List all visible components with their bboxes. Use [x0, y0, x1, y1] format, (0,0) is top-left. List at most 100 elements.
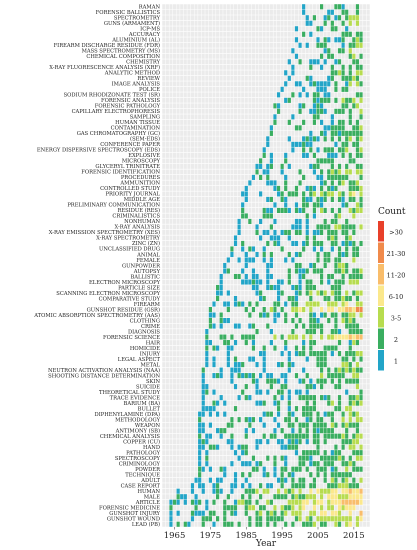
y-tick-label: CHEMICAL COMPOSITION — [86, 54, 160, 60]
heatmap-cell — [341, 108, 345, 114]
heatmap-cell — [262, 312, 266, 318]
heatmap-cell — [251, 356, 256, 362]
heatmap-cell — [319, 180, 324, 186]
heatmap-cell — [262, 367, 266, 373]
heatmap-cell — [352, 130, 356, 136]
heatmap-cell — [276, 290, 281, 296]
heatmap-cell — [334, 70, 338, 76]
heatmap-cell — [287, 422, 291, 428]
heatmap-cell — [319, 516, 324, 522]
heatmap-cell — [352, 395, 356, 401]
heatmap-cell — [323, 130, 327, 136]
heatmap-cell — [280, 306, 284, 313]
heatmap-cell — [352, 141, 356, 147]
heatmap-cell — [323, 136, 327, 142]
heatmap-cell — [348, 207, 352, 213]
heatmap-cell — [355, 306, 360, 313]
heatmap-cell — [319, 510, 324, 516]
heatmap-cell — [334, 218, 338, 225]
heatmap-cell — [230, 461, 234, 467]
heatmap-cell — [312, 169, 317, 175]
heatmap-cell — [327, 97, 331, 103]
heatmap-cell — [241, 207, 245, 213]
heatmap-cell — [302, 86, 306, 92]
heatmap-cell — [341, 251, 345, 258]
heatmap-cell — [319, 185, 324, 191]
heatmap-cell — [309, 323, 313, 329]
heatmap-cell — [327, 334, 331, 340]
heatmap-cell — [287, 97, 291, 103]
heatmap-cell — [305, 229, 309, 236]
heatmap-cell — [312, 450, 317, 456]
heatmap-cell — [266, 378, 270, 384]
heatmap-cell — [334, 444, 338, 450]
y-tick-label: CRIMINALISTICS — [112, 214, 160, 220]
heatmap-cell — [298, 251, 302, 258]
heatmap-cell — [323, 108, 327, 114]
heatmap-cell — [291, 70, 295, 76]
heatmap-cell — [337, 257, 342, 263]
heatmap-cell — [298, 284, 302, 291]
heatmap-cell — [355, 37, 360, 43]
legend-title: Count — [378, 207, 406, 217]
heatmap-cell — [309, 312, 313, 318]
heatmap-cell — [287, 362, 291, 368]
y-tick-label: FORENSIC SCIENCE — [103, 335, 160, 341]
heatmap-cell — [355, 92, 360, 98]
heatmap-cell — [208, 306, 213, 313]
heatmap-cell — [255, 362, 259, 368]
heatmap-cell — [201, 373, 205, 379]
heatmap-cell — [316, 26, 320, 32]
heatmap-cell — [215, 494, 220, 500]
heatmap-cell — [330, 119, 334, 125]
heatmap-cell — [273, 312, 277, 318]
heatmap-cell — [233, 505, 238, 511]
y-tick-label: MALE — [144, 494, 161, 500]
heatmap-cell — [262, 345, 266, 351]
heatmap-cell — [205, 439, 209, 445]
y-tick-label: FIREARM DISCHARGE RESIDUE (FDR) — [54, 42, 160, 49]
heatmap-cell — [330, 428, 334, 434]
heatmap-cell — [219, 488, 223, 494]
x-tick-label: 1975 — [200, 531, 222, 541]
heatmap-cell — [230, 367, 234, 373]
heatmap-cell — [348, 323, 352, 329]
heatmap-cell — [309, 472, 313, 478]
heatmap-cell — [259, 373, 263, 379]
heatmap-cell — [359, 174, 363, 180]
heatmap-cell — [212, 444, 216, 450]
heatmap-cell — [345, 147, 349, 153]
heatmap-cell — [305, 433, 309, 439]
heatmap-cell — [345, 483, 349, 489]
heatmap-cell — [319, 395, 324, 401]
heatmap-cell — [348, 119, 352, 125]
heatmap-cell — [223, 411, 227, 417]
y-tick-label: CHEMISTRY — [126, 60, 160, 66]
heatmap-cell — [312, 191, 317, 197]
heatmap-cell — [298, 439, 302, 445]
heatmap-cell — [341, 494, 345, 500]
heatmap-cell — [355, 439, 360, 445]
heatmap-cell — [305, 202, 309, 208]
heatmap-cell — [345, 130, 349, 136]
heatmap-cell — [226, 422, 230, 428]
y-tick-label: POWDER — [135, 467, 161, 473]
heatmap-cell — [352, 444, 356, 450]
heatmap-cell — [287, 163, 291, 169]
heatmap-cell — [284, 97, 288, 103]
legend-swatch — [378, 350, 384, 371]
heatmap-cell — [337, 295, 342, 302]
heatmap-cell — [316, 240, 320, 247]
heatmap-cell — [280, 169, 284, 175]
heatmap-cell — [359, 53, 363, 59]
heatmap-cell — [280, 229, 284, 236]
heatmap-cell — [226, 494, 230, 500]
heatmap-cell — [291, 92, 295, 98]
heatmap-cell — [316, 59, 320, 65]
heatmap-cell — [316, 301, 320, 307]
heatmap-cell — [341, 477, 345, 483]
heatmap-cell — [248, 488, 252, 494]
heatmap-cell — [302, 422, 306, 428]
y-tick-label: NEUTRON ACTIVATION ANALYSIS (NAA) — [48, 367, 160, 374]
